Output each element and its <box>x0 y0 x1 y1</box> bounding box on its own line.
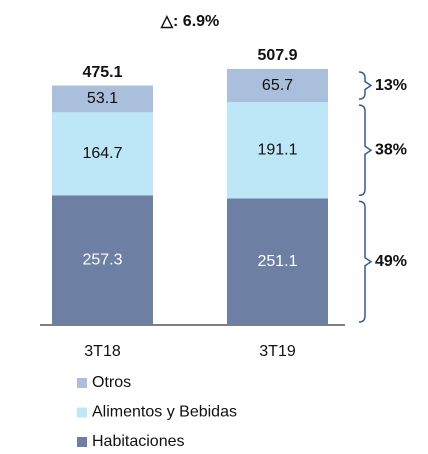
chart-title: △: 6.9% <box>160 13 220 30</box>
legend-swatch <box>77 437 87 447</box>
bar-segment <box>52 112 153 196</box>
bar-segment <box>227 102 328 199</box>
bar-segment <box>227 198 328 325</box>
bracket <box>358 104 373 197</box>
segment-label: 65.7 <box>262 77 293 94</box>
segment-label: 191.1 <box>257 141 297 158</box>
segment-label: 164.7 <box>82 145 122 162</box>
legend-swatch <box>77 378 87 388</box>
bracket <box>358 200 373 323</box>
segment-label: 53.1 <box>87 90 118 107</box>
legend-label: Otros <box>92 374 131 391</box>
total-label: 475.1 <box>82 64 122 81</box>
legend-label: Habitaciones <box>92 433 185 450</box>
segment-label: 257.3 <box>82 251 122 268</box>
bracket <box>358 71 373 100</box>
share-label: 49% <box>375 253 407 270</box>
x-tick-label: 3T19 <box>259 343 296 360</box>
share-label: 38% <box>375 141 407 158</box>
legend-label: Alimentos y Bebidas <box>92 404 237 421</box>
bar-segment <box>52 195 153 325</box>
share-label: 13% <box>375 77 407 94</box>
bar-segment <box>52 85 153 113</box>
segment-label: 251.1 <box>257 253 297 270</box>
legend-swatch <box>77 407 87 418</box>
bar-segment <box>227 69 328 103</box>
x-tick-label: 3T18 <box>84 343 121 360</box>
total-label: 507.9 <box>257 47 297 64</box>
